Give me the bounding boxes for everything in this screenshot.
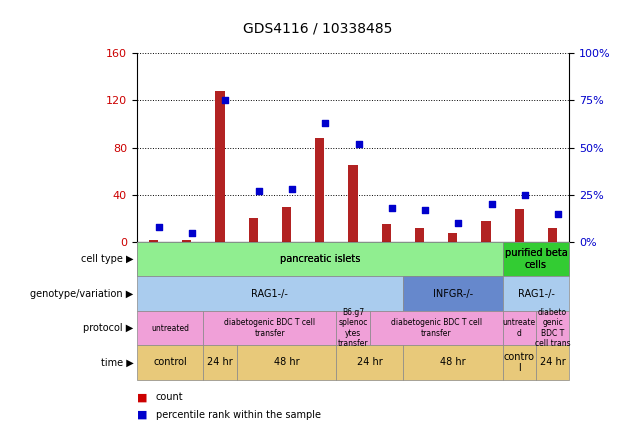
Text: purified beta
cells: purified beta cells [504, 248, 567, 270]
Text: 48 hr: 48 hr [440, 357, 466, 368]
Text: pancreatic islets: pancreatic islets [280, 254, 360, 264]
Point [287, 186, 297, 193]
Text: RAG1-/-: RAG1-/- [251, 289, 288, 299]
Text: 24 hr: 24 hr [207, 357, 233, 368]
Bar [548, 228, 557, 242]
Point [254, 187, 264, 194]
Text: contro
l: contro l [504, 352, 535, 373]
Text: count: count [156, 392, 183, 402]
Point [520, 191, 530, 198]
Point [187, 229, 197, 236]
Text: diabeto
genic
BDC T
cell trans: diabeto genic BDC T cell trans [535, 308, 570, 348]
Text: genotype/variation ▶: genotype/variation ▶ [31, 289, 134, 299]
Bar [215, 91, 225, 242]
Bar [481, 221, 491, 242]
Point [320, 119, 330, 127]
Text: percentile rank within the sample: percentile rank within the sample [156, 410, 321, 420]
Text: GDS4116 / 10338485: GDS4116 / 10338485 [244, 22, 392, 36]
Text: ■: ■ [137, 410, 148, 420]
Text: time ▶: time ▶ [101, 357, 134, 368]
Text: untreated: untreated [151, 324, 189, 333]
Point [553, 210, 563, 217]
Text: pancreatic islets: pancreatic islets [280, 254, 360, 264]
Bar [349, 165, 357, 242]
Text: 24 hr: 24 hr [357, 357, 382, 368]
Text: RAG1-/-: RAG1-/- [518, 289, 555, 299]
Text: INFGR-/-: INFGR-/- [432, 289, 473, 299]
Point [387, 204, 397, 212]
Bar [182, 240, 191, 242]
Text: diabetogenic BDC T cell
transfer: diabetogenic BDC T cell transfer [225, 318, 315, 338]
Text: B6.g7
splenoc
ytes
transfer: B6.g7 splenoc ytes transfer [338, 308, 368, 348]
Point [453, 220, 464, 226]
Bar [515, 209, 524, 242]
Bar [282, 206, 291, 242]
Text: untreate
d: untreate d [502, 318, 536, 338]
Point [221, 97, 231, 104]
Bar [249, 218, 258, 242]
Text: protocol ▶: protocol ▶ [83, 323, 134, 333]
Text: cell type ▶: cell type ▶ [81, 254, 134, 264]
Text: diabetogenic BDC T cell
transfer: diabetogenic BDC T cell transfer [391, 318, 481, 338]
Point [354, 140, 364, 147]
Point [154, 223, 164, 230]
Bar [315, 138, 324, 242]
Bar [382, 224, 391, 242]
Text: 24 hr: 24 hr [540, 357, 565, 368]
Text: 48 hr: 48 hr [273, 357, 300, 368]
Bar [415, 228, 424, 242]
Point [420, 206, 430, 214]
Point [487, 201, 497, 208]
Text: control: control [153, 357, 187, 368]
Bar [149, 240, 158, 242]
Bar [448, 233, 457, 242]
Text: ■: ■ [137, 392, 148, 402]
Text: purified beta
cells: purified beta cells [504, 248, 567, 270]
